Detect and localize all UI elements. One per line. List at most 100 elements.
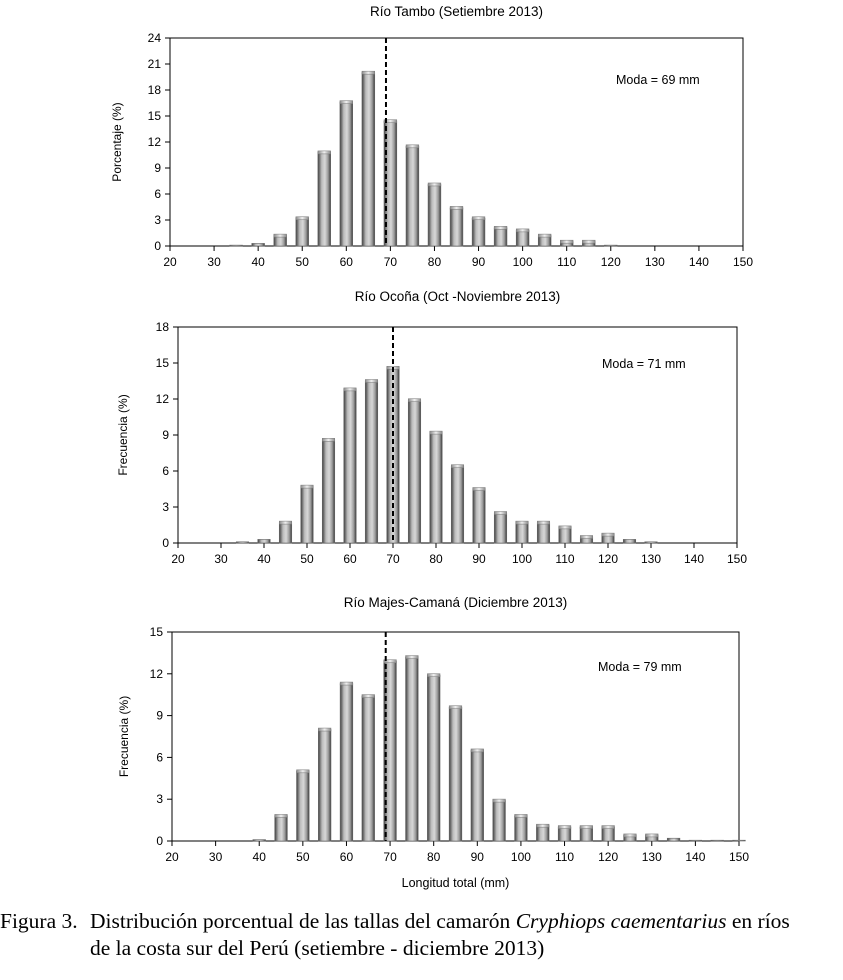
bar-cap bbox=[557, 825, 572, 829]
bar-cap bbox=[493, 226, 508, 230]
y-tick-label: 21 bbox=[148, 57, 162, 71]
x-tick-label: 40 bbox=[251, 255, 265, 269]
bar bbox=[470, 750, 484, 842]
bar bbox=[604, 244, 618, 247]
bar-cap bbox=[405, 655, 419, 659]
bar-cap bbox=[295, 216, 309, 221]
y-tick-label: 0 bbox=[162, 536, 169, 550]
x-tick-label: 30 bbox=[214, 552, 228, 566]
bar bbox=[492, 800, 506, 842]
bar-cap bbox=[408, 398, 421, 402]
bar bbox=[343, 389, 357, 544]
mode-annotation: Moda = 71 mm bbox=[602, 357, 686, 371]
x-tick-label: 110 bbox=[555, 552, 574, 566]
bar bbox=[536, 825, 550, 842]
y-tick-label: 15 bbox=[148, 109, 162, 123]
bar bbox=[601, 826, 615, 842]
x-axis-label: Longitud total (mm) bbox=[402, 876, 510, 890]
bar-cap bbox=[427, 182, 442, 187]
x-tick-label: 150 bbox=[733, 255, 753, 269]
bar bbox=[300, 486, 314, 544]
bar bbox=[405, 656, 419, 842]
bar-cap bbox=[472, 487, 486, 491]
bar bbox=[688, 839, 703, 842]
y-tick-label: 9 bbox=[154, 161, 161, 175]
bar bbox=[429, 432, 443, 544]
bar-cap bbox=[427, 673, 441, 677]
bar bbox=[622, 539, 637, 544]
y-tick-label: 3 bbox=[162, 500, 169, 514]
bar-cap bbox=[317, 150, 331, 155]
x-tick-label: 20 bbox=[171, 552, 185, 566]
bar-cap bbox=[514, 814, 528, 818]
bar bbox=[321, 439, 336, 544]
x-tick-label: 60 bbox=[343, 552, 357, 566]
bar bbox=[557, 826, 572, 842]
x-tick-label: 110 bbox=[555, 850, 574, 864]
y-tick-label: 12 bbox=[156, 392, 170, 406]
x-tick-label: 120 bbox=[601, 255, 621, 269]
bar-cap bbox=[339, 100, 353, 104]
x-tick-label: 40 bbox=[257, 552, 271, 566]
x-tick-label: 100 bbox=[513, 255, 533, 269]
bar bbox=[579, 826, 593, 842]
bar bbox=[407, 399, 422, 544]
y-tick-label: 12 bbox=[148, 135, 162, 149]
bar-cap bbox=[279, 520, 292, 525]
x-tick-label: 70 bbox=[386, 552, 400, 566]
caption-text-line1: Distribución porcentual de las tallas de… bbox=[90, 908, 790, 935]
bar-cap bbox=[365, 379, 378, 383]
y-tick-label: 15 bbox=[150, 625, 164, 639]
y-tick-label: 12 bbox=[150, 667, 164, 681]
chart-title: Río Ocoña (Oct -Noviembre 2013) bbox=[355, 289, 561, 304]
bar bbox=[427, 184, 442, 247]
chart-1: 0 3 6 9 12 15 18 21 24 20 30 40 50 60 70 80 90 100 110 120 1… bbox=[110, 4, 753, 269]
bar-cap bbox=[471, 216, 486, 221]
bar-cap bbox=[601, 532, 615, 537]
x-tick-label: 20 bbox=[163, 255, 177, 269]
bar-cap bbox=[538, 233, 552, 238]
y-tick-label: 6 bbox=[154, 187, 161, 201]
x-tick-label: 90 bbox=[471, 850, 485, 864]
bar bbox=[274, 815, 288, 842]
x-tick-label: 70 bbox=[383, 850, 397, 864]
x-tick-label: 80 bbox=[427, 850, 441, 864]
y-tick-label: 18 bbox=[148, 83, 162, 97]
bar bbox=[448, 706, 463, 842]
bar-cap bbox=[405, 144, 420, 149]
y-tick-label: 24 bbox=[148, 31, 162, 45]
bar bbox=[472, 488, 486, 544]
x-tick-label: 90 bbox=[472, 255, 486, 269]
x-tick-label: 140 bbox=[689, 255, 709, 269]
bar-cap bbox=[300, 484, 314, 489]
y-tick-label: 15 bbox=[156, 356, 170, 370]
bar bbox=[317, 152, 331, 247]
y-tick-label: 0 bbox=[156, 834, 163, 848]
caption-text-line2: de la costa sur del Perú (setiembre - di… bbox=[90, 936, 545, 960]
bar bbox=[732, 839, 746, 842]
bar bbox=[558, 527, 572, 544]
bar bbox=[449, 207, 464, 247]
bar bbox=[278, 522, 293, 544]
bar bbox=[666, 837, 681, 842]
bar-cap bbox=[318, 727, 332, 732]
bar-cap bbox=[560, 239, 574, 244]
x-tick-label: 20 bbox=[165, 850, 179, 864]
bar bbox=[515, 522, 529, 544]
bar-cap bbox=[429, 430, 443, 435]
bar bbox=[405, 146, 420, 247]
y-tick-label: 9 bbox=[162, 428, 169, 442]
bar-cap bbox=[361, 70, 375, 75]
bar bbox=[493, 227, 508, 247]
bar bbox=[710, 839, 724, 842]
bar-cap bbox=[623, 833, 637, 838]
caption-label: Figura 3. bbox=[0, 909, 78, 933]
x-tick-label: 50 bbox=[296, 850, 310, 864]
x-tick-label: 30 bbox=[209, 850, 223, 864]
y-axis-label: Frecuencia (%) bbox=[117, 696, 131, 777]
bar bbox=[257, 539, 271, 544]
y-tick-label: 0 bbox=[154, 239, 161, 253]
bar-cap bbox=[492, 798, 506, 803]
bar-cap bbox=[322, 438, 335, 442]
x-tick-label: 40 bbox=[253, 850, 267, 864]
